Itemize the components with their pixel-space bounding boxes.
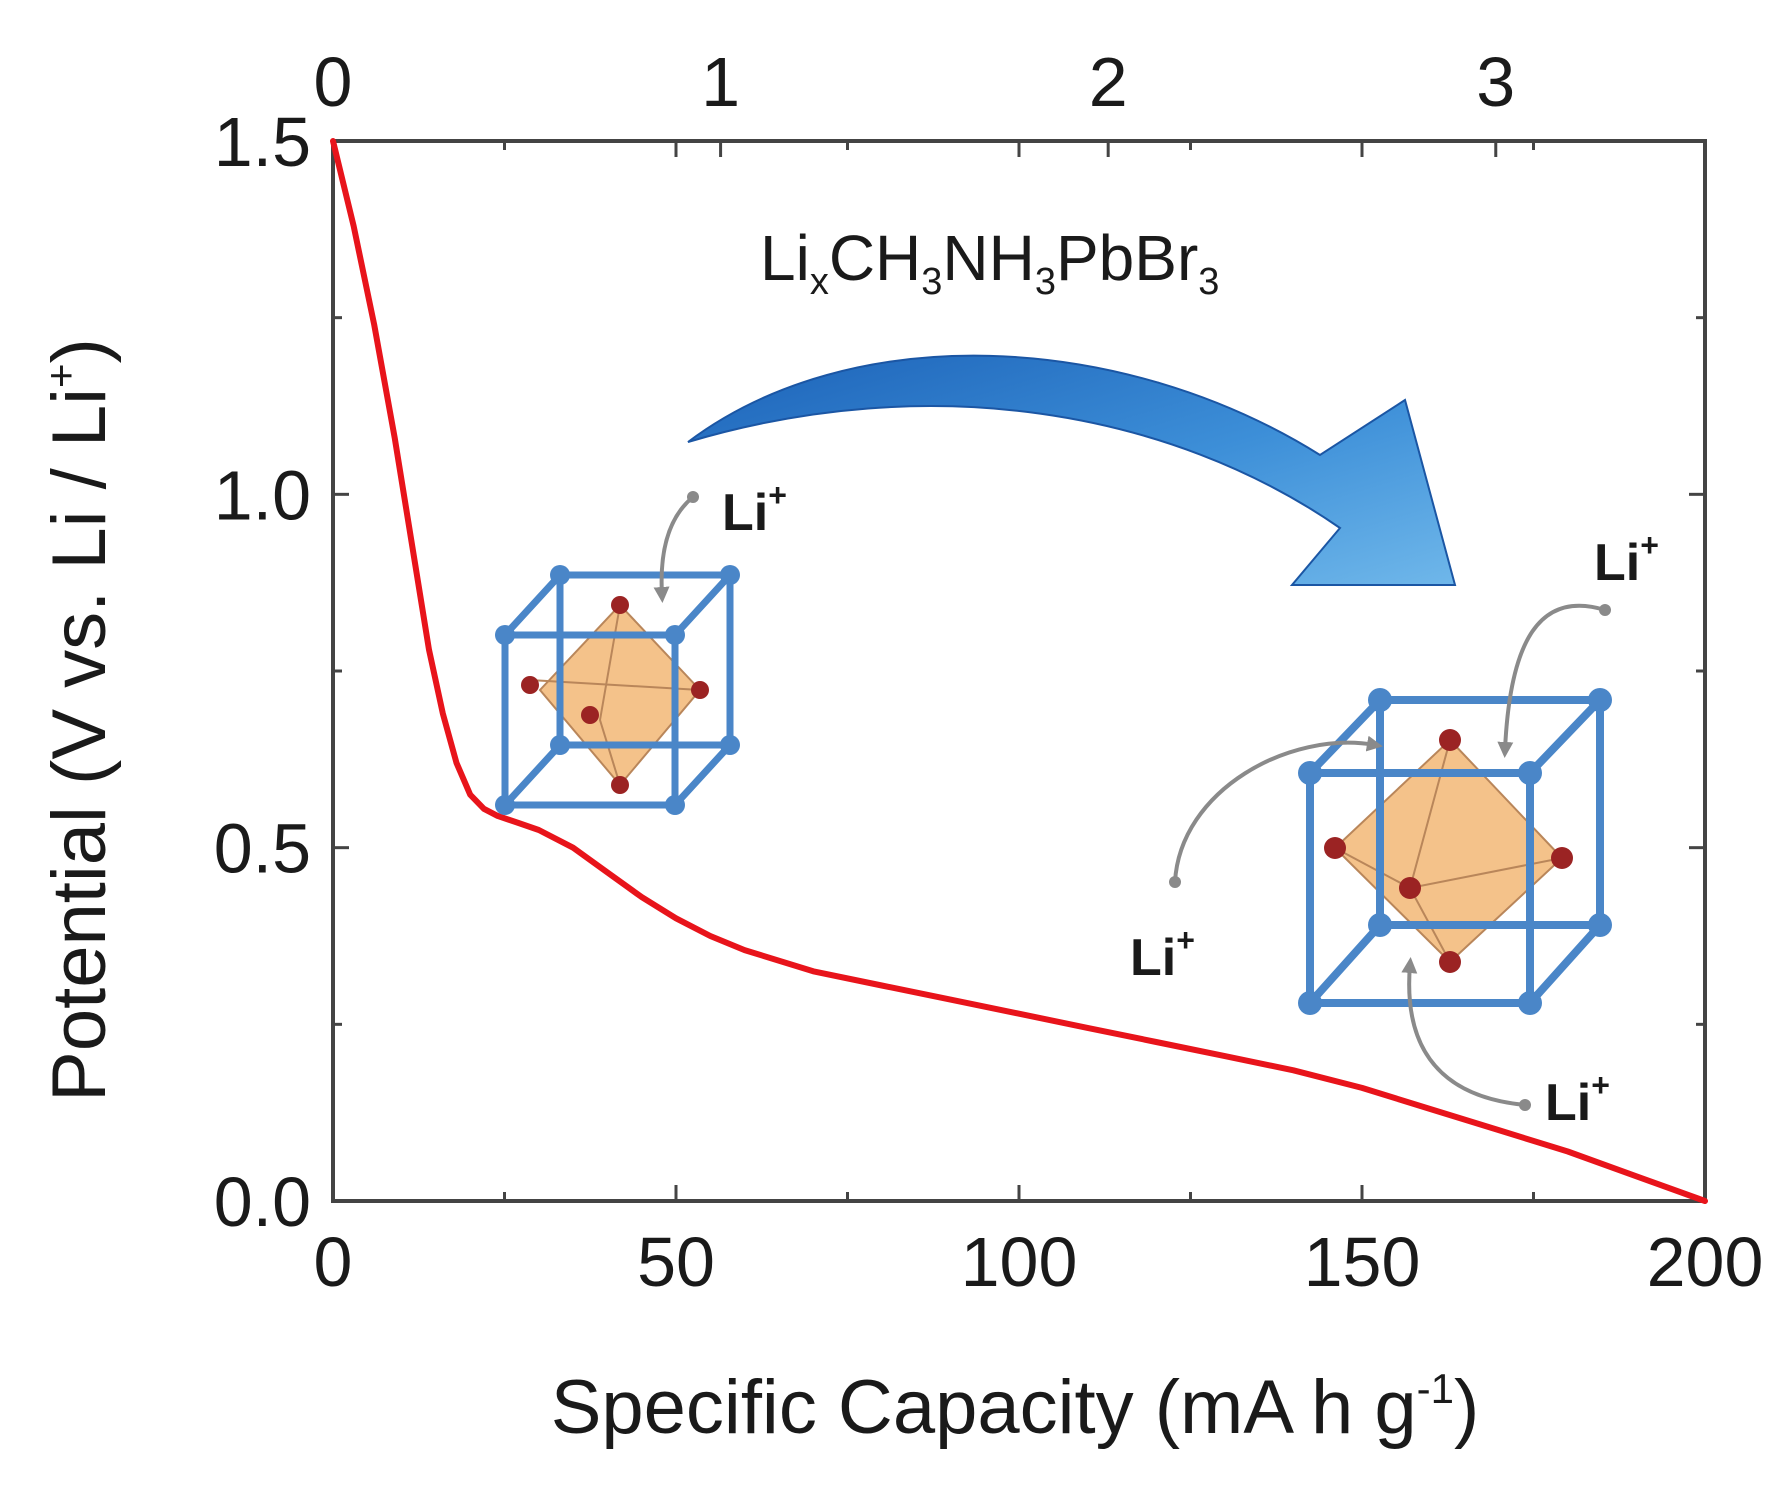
li-ion-label-4: Li+ <box>1545 1067 1610 1132</box>
x-axis-title-sup: -1 <box>1417 1365 1454 1412</box>
potential-curve-series-line <box>330 138 1708 1204</box>
li-ion-insertion-arrows <box>653 495 1606 1107</box>
small-perovskite-crystal-icon <box>495 565 740 815</box>
top-tick-labels: 0 1 2 3 <box>314 43 1516 121</box>
plot-frame <box>331 139 1707 1203</box>
li-ion-label-2: Li+ <box>1594 527 1659 592</box>
x-axis-title-main: Specific Capacity (mA h g <box>551 1365 1417 1450</box>
formula-sub-3b: 3 <box>1035 261 1056 303</box>
formula-nh: NH <box>942 222 1034 294</box>
x-tick-labels: 0 50 100 150 200 <box>314 1223 1764 1301</box>
top-tick-label: 1 <box>701 43 740 121</box>
x-tick-label: 100 <box>961 1223 1078 1301</box>
y-tick-label: 0.0 <box>214 1163 311 1241</box>
li-ion-label-3: Li+ <box>1130 922 1195 987</box>
y-axis-title-sup: + <box>37 363 84 388</box>
formula-li: Li <box>760 222 810 294</box>
top-tick-label: 2 <box>1089 43 1128 121</box>
formula-annotation: LixCH3NH3PbBr3 <box>760 222 1219 303</box>
top-tick-label: 3 <box>1476 43 1515 121</box>
formula-ch: CH <box>829 222 921 294</box>
y-axis-title-close: ) <box>37 338 122 363</box>
y-tick-labels: 0.0 0.5 1.0 1.5 <box>214 103 311 1241</box>
formula-sub-3c: 3 <box>1198 261 1219 303</box>
formula-sub-x: x <box>810 261 829 303</box>
axis-ticks <box>331 139 1707 1203</box>
y-tick-label: 1.0 <box>214 456 311 534</box>
li-arrow-top-right-icon <box>1497 603 1606 758</box>
li-ion-label-1: Li+ <box>722 477 787 542</box>
curved-blue-arrow-icon <box>687 354 1457 586</box>
large-perovskite-crystal-icon <box>1298 688 1612 1015</box>
x-tick-label: 150 <box>1304 1223 1421 1301</box>
y-tick-label: 0.5 <box>214 810 311 888</box>
li-arrow-small-icon <box>653 495 695 603</box>
x-tick-label: 50 <box>637 1223 715 1301</box>
li-arrow-left-icon <box>1173 735 1383 883</box>
x-tick-label: 0 <box>314 1223 353 1301</box>
li-arrow-bottom-icon <box>1401 957 1526 1107</box>
x-axis-title: Specific Capacity (mA h g-1) <box>551 1365 1480 1450</box>
li-arrow-tails <box>687 491 1611 1111</box>
y-tick-label: 1.5 <box>214 103 311 181</box>
formula-sub-3a: 3 <box>921 261 942 303</box>
formula-pbbr: PbBr <box>1056 222 1198 294</box>
x-axis-title-close: ) <box>1454 1365 1479 1450</box>
top-tick-label: 0 <box>314 43 353 121</box>
y-axis-title: Potential (V vs. Li / Li+) <box>37 338 122 1102</box>
x-tick-label: 200 <box>1647 1223 1764 1301</box>
y-axis-title-main: Potential (V vs. Li / Li <box>37 388 122 1102</box>
